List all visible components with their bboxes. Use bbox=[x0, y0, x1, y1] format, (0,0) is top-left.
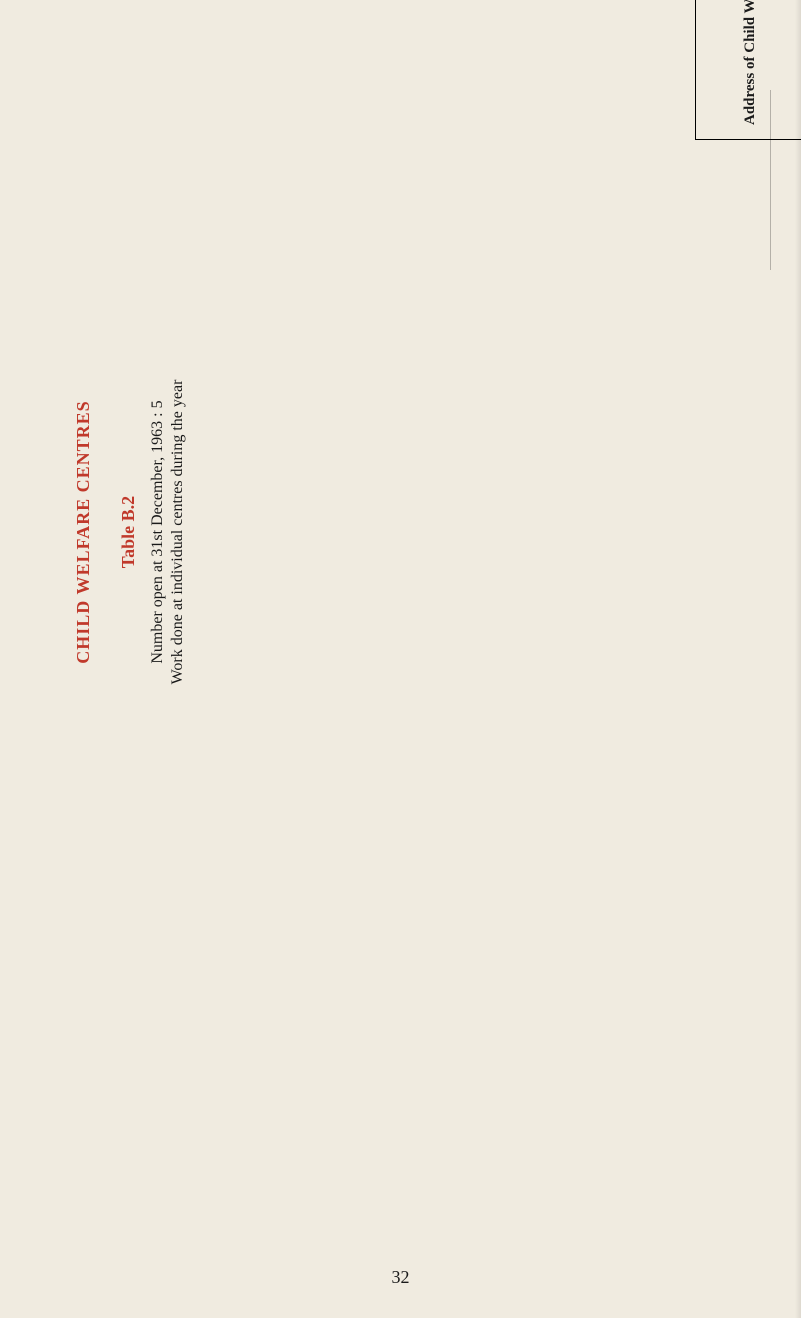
scanned-page: CHILD WELFARE CENTRES Table B.2 Number o… bbox=[0, 0, 801, 1318]
page-edge-line bbox=[770, 90, 771, 270]
header-block: CHILD WELFARE CENTRES Table B.2 Number o… bbox=[73, 122, 187, 942]
page-edge-shadow bbox=[795, 0, 801, 1318]
table-label: Table B.2 bbox=[118, 122, 139, 942]
page-number: 32 bbox=[0, 1267, 801, 1288]
subtitle-line-2: Work done at individual centres during t… bbox=[169, 122, 187, 942]
subtitle-line-1: Number open at 31st December, 1963 : 5 bbox=[149, 122, 167, 942]
table-container: Address of Child Welfare Centre No. of s… bbox=[695, 0, 801, 140]
th-address: Address of Child Welfare Centre bbox=[696, 0, 801, 140]
welfare-table: Address of Child Welfare Centre No. of s… bbox=[695, 0, 801, 140]
doc-title: CHILD WELFARE CENTRES bbox=[73, 122, 94, 942]
